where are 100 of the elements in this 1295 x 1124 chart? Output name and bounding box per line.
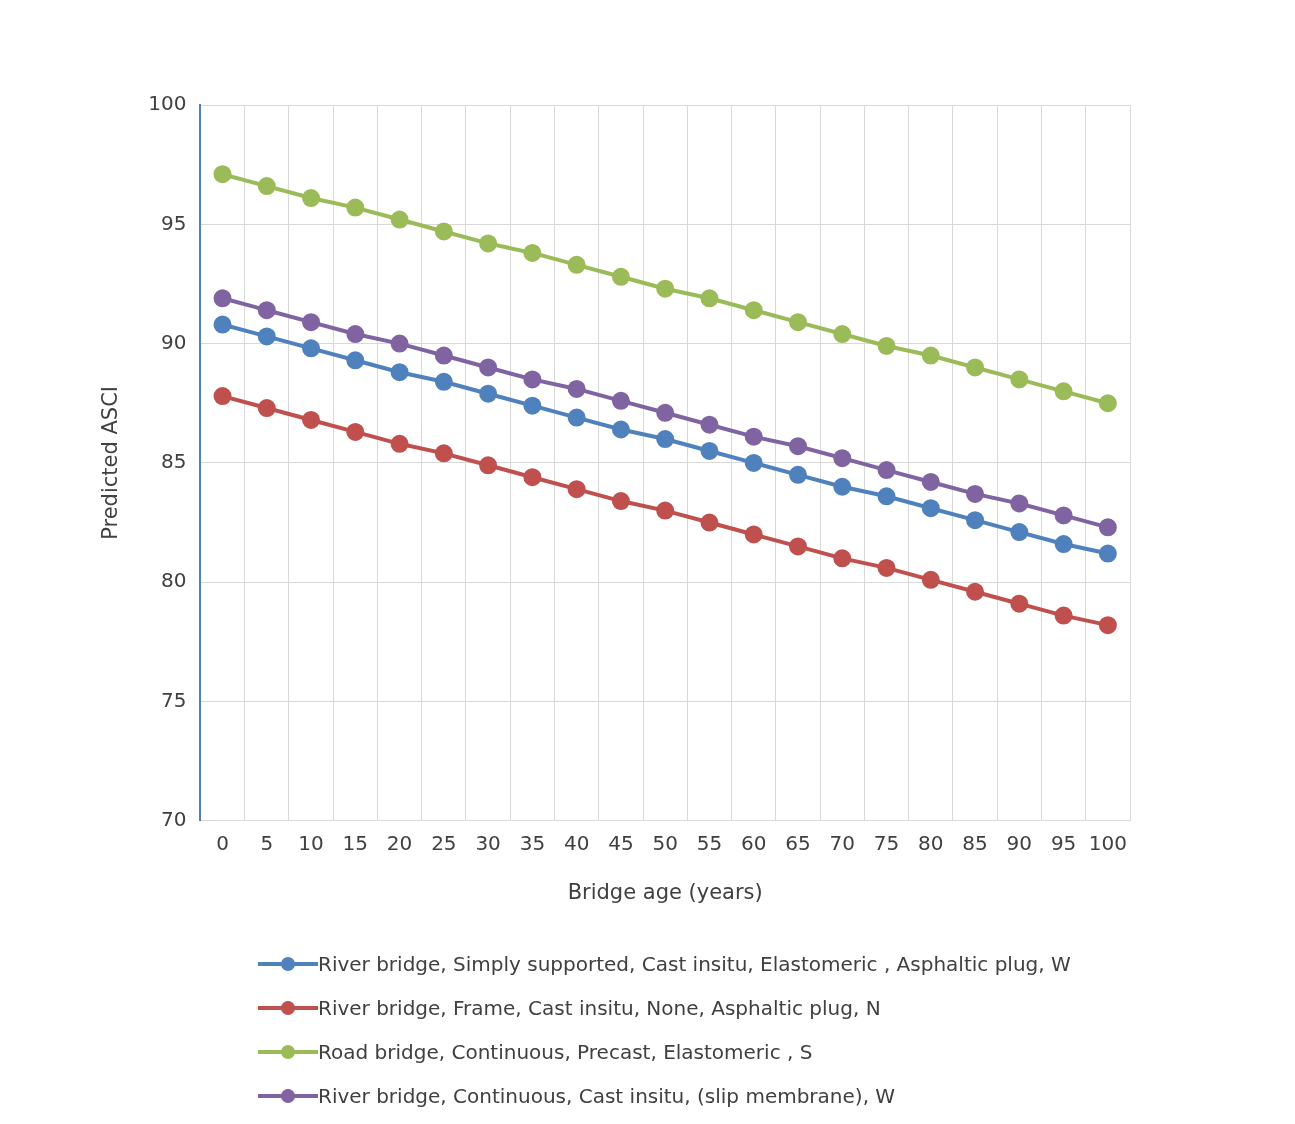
point	[434, 222, 453, 241]
point	[877, 487, 896, 506]
point	[1098, 616, 1117, 635]
point	[966, 511, 985, 530]
point	[656, 430, 675, 449]
point	[346, 325, 365, 344]
y-tick-label: 85	[160, 449, 187, 474]
point	[567, 408, 586, 427]
point	[656, 501, 675, 520]
point	[611, 492, 630, 511]
y-tick-label: 70	[160, 807, 187, 831]
point	[877, 558, 896, 577]
point	[390, 363, 409, 382]
point	[390, 434, 409, 453]
x-tick-label: 80	[918, 831, 944, 855]
y-tick-label: 80	[160, 568, 187, 593]
point	[788, 437, 807, 456]
point	[346, 198, 365, 217]
point	[390, 210, 409, 229]
point	[966, 582, 985, 601]
point	[257, 301, 276, 320]
point	[434, 346, 453, 365]
point	[302, 410, 321, 429]
x-tick-label: 10	[298, 831, 324, 855]
y-axis-title: Predicted ASCI	[98, 385, 123, 540]
point	[788, 465, 807, 484]
point	[656, 279, 675, 298]
point	[921, 346, 940, 365]
x-tick-label: 20	[386, 831, 413, 855]
point	[966, 484, 985, 503]
point	[346, 351, 365, 370]
point	[700, 513, 719, 532]
x-tick-label: 100	[1088, 831, 1127, 855]
point	[611, 420, 630, 439]
x-tick-label: 60	[741, 831, 767, 855]
point	[302, 189, 321, 208]
y-tick-label: 100	[148, 91, 187, 116]
legend-label: River bridge, Frame, Cast insitu, None, Asphaltic plug, N	[318, 996, 881, 1020]
x-tick-label: 5	[260, 831, 274, 855]
x-tick-label: 25	[431, 831, 457, 855]
legend-label: Road bridge, Continuous, Precast, Elastomeric , S	[318, 1040, 813, 1064]
point	[346, 422, 365, 441]
legend-label: River bridge, Simply supported, Cast insitu, Elastomeric , Asphaltic plug, W	[318, 952, 1071, 976]
point	[434, 444, 453, 463]
x-axis-title: Bridge age (years)	[567, 879, 763, 904]
point	[788, 313, 807, 332]
point	[1098, 518, 1117, 537]
point	[921, 570, 940, 589]
x-tick-label: 40	[563, 831, 590, 855]
point	[567, 255, 586, 274]
point	[877, 336, 896, 355]
point	[302, 313, 321, 332]
point	[1010, 370, 1029, 389]
point	[523, 468, 542, 487]
point	[390, 334, 409, 353]
x-tick-label: 30	[475, 831, 501, 855]
point	[523, 396, 542, 415]
point	[434, 372, 453, 391]
x-tick-label: 65	[785, 831, 811, 855]
x-tick-label: 95	[1050, 831, 1077, 855]
point	[744, 301, 763, 320]
point	[567, 379, 586, 398]
point	[1010, 494, 1029, 513]
point	[1054, 506, 1073, 525]
point	[257, 177, 276, 196]
y-tick-label: 75	[160, 687, 187, 712]
point	[479, 234, 498, 253]
point	[302, 339, 321, 358]
point	[479, 456, 498, 475]
point	[966, 358, 985, 377]
point	[213, 387, 232, 406]
point	[700, 289, 719, 308]
point	[921, 499, 940, 518]
legend-label: River bridge, Continuous, Cast insitu, (slip membrane), W	[318, 1084, 896, 1108]
x-tick-label: 55	[696, 831, 723, 855]
y-tick-label: 95	[160, 210, 187, 235]
point	[656, 403, 675, 422]
point	[921, 472, 940, 491]
point	[523, 243, 542, 262]
x-tick-label: 85	[962, 831, 988, 855]
point	[611, 391, 630, 410]
y-tick-label: 90	[160, 329, 187, 354]
point	[744, 427, 763, 446]
point	[1010, 523, 1029, 542]
x-tick-label: 0	[216, 831, 229, 855]
point	[479, 358, 498, 377]
point	[833, 325, 852, 344]
point	[567, 480, 586, 499]
point	[1010, 594, 1029, 613]
point	[213, 165, 232, 184]
x-tick-label: 75	[873, 831, 900, 855]
point	[213, 289, 232, 308]
point	[1054, 606, 1073, 625]
x-tick-label: 90	[1006, 831, 1033, 855]
point	[1098, 544, 1117, 563]
x-tick-label: 15	[342, 831, 369, 855]
point	[700, 415, 719, 434]
x-tick-label: 70	[829, 831, 855, 855]
point	[833, 449, 852, 468]
x-tick-label: 50	[652, 831, 678, 855]
